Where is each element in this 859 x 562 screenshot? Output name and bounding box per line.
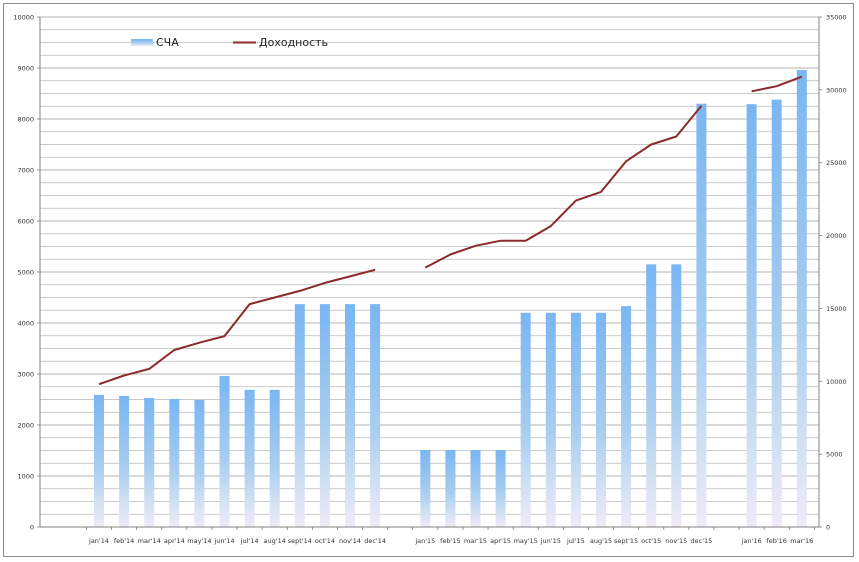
yield-line-segment <box>751 75 803 93</box>
y-right-tick-label: 0 <box>826 524 830 532</box>
x-tick-label: oct'15 <box>641 537 661 545</box>
bar <box>345 304 355 527</box>
y-left-tick-label: 1000 <box>17 473 34 481</box>
x-tick-label: dec'15 <box>691 537 713 545</box>
bar <box>746 104 757 528</box>
x-tick-label: dec'14 <box>364 537 386 545</box>
x-tick-label: sept'15 <box>614 537 638 545</box>
x-tick-label: mar'16 <box>790 537 813 545</box>
bar <box>194 400 205 527</box>
y-left-tick-label: 10000 <box>13 14 34 22</box>
y-left-tick-label: 6000 <box>17 218 34 226</box>
x-tick-label: feb'16 <box>766 537 786 545</box>
bar <box>771 99 782 528</box>
bar <box>244 389 255 527</box>
bar <box>445 449 456 527</box>
chart-frame: 0 1000 2000 3000 4000 5000 6000 7000 8000 9000 100… <box>3 3 854 557</box>
bar <box>94 394 104 527</box>
x-tick-label: feb'14 <box>114 537 134 545</box>
legend: СЧА Доходность <box>131 36 328 49</box>
bar <box>671 264 682 527</box>
y-right-tick-label: 10000 <box>826 378 847 386</box>
y-left-tick-label: 4000 <box>17 320 34 328</box>
x-tick-label: jan'15 <box>414 537 435 545</box>
bar <box>495 449 506 527</box>
x-tick-label: mar'15 <box>464 537 487 545</box>
bar <box>646 264 657 527</box>
legend-label-yield: Доходность <box>259 36 328 49</box>
y-right-tick-label: 30000 <box>826 86 847 94</box>
bar <box>294 304 305 527</box>
bar <box>144 397 155 527</box>
x-tick-label: feb'15 <box>440 537 460 545</box>
y-left-tick-label: 9000 <box>17 65 34 73</box>
x-tick-label: nov'14 <box>339 537 361 545</box>
x-tick-label: nov'15 <box>665 537 687 545</box>
bar <box>370 304 381 527</box>
bar <box>796 70 807 527</box>
y-right-tick-label: 25000 <box>826 159 847 167</box>
chart-svg: 0 1000 2000 3000 4000 5000 6000 7000 8000 9000 100… <box>13 14 846 546</box>
x-tick-label: jun'15 <box>540 537 561 545</box>
bar <box>570 312 581 527</box>
y-left-tick-label: 0 <box>30 524 34 532</box>
bar <box>596 312 606 527</box>
y-right-tick-label: 35000 <box>826 14 847 22</box>
y-left-tick-label: 5000 <box>17 269 34 277</box>
bar <box>169 398 180 527</box>
y-right-tick-label: 5000 <box>826 451 843 459</box>
legend-swatch-sca <box>131 39 153 46</box>
x-tick-label: sept'14 <box>288 537 312 545</box>
bar <box>520 312 531 527</box>
bar <box>269 389 280 527</box>
y-right-tick-label: 15000 <box>826 305 847 313</box>
x-tick-label: apr'14 <box>164 537 185 545</box>
x-tick-label: jul'14 <box>240 537 259 545</box>
bar <box>696 103 707 527</box>
x-tick-label: jul'15 <box>566 537 585 545</box>
legend-label-sca: СЧА <box>156 36 179 49</box>
bar <box>420 449 431 527</box>
y-left-tick-label: 8000 <box>17 116 34 124</box>
y-left-tick-label: 3000 <box>17 371 34 379</box>
x-tick-label: may'15 <box>514 537 538 545</box>
x-tick-label: apr'15 <box>490 537 511 545</box>
x-tick-label: oct'14 <box>315 537 335 545</box>
x-tick-label: aug'15 <box>590 537 612 545</box>
bar <box>545 312 556 527</box>
bar <box>119 395 130 527</box>
bar <box>621 306 632 527</box>
bar <box>470 449 481 527</box>
x-tick-label: mar'14 <box>138 537 161 545</box>
bar <box>319 304 330 527</box>
bar-series <box>94 70 807 528</box>
y-right-tick-label: 20000 <box>826 232 847 240</box>
y-left-tick-label: 7000 <box>17 167 34 175</box>
line-series <box>98 75 803 386</box>
yield-line-segment <box>98 268 376 386</box>
yield-line-segment <box>424 105 703 269</box>
bar <box>219 376 230 527</box>
y-left-tick-label: 2000 <box>17 422 34 430</box>
x-tick-label: jan'14 <box>88 537 109 545</box>
x-tick-label: may'14 <box>187 537 211 545</box>
x-tick-label: aug'14 <box>264 537 286 545</box>
x-tick-label: jan'16 <box>741 537 762 545</box>
x-tick-label: jun'14 <box>213 537 234 545</box>
axes: 0 1000 2000 3000 4000 5000 6000 7000 8000 9000 100… <box>13 14 846 546</box>
